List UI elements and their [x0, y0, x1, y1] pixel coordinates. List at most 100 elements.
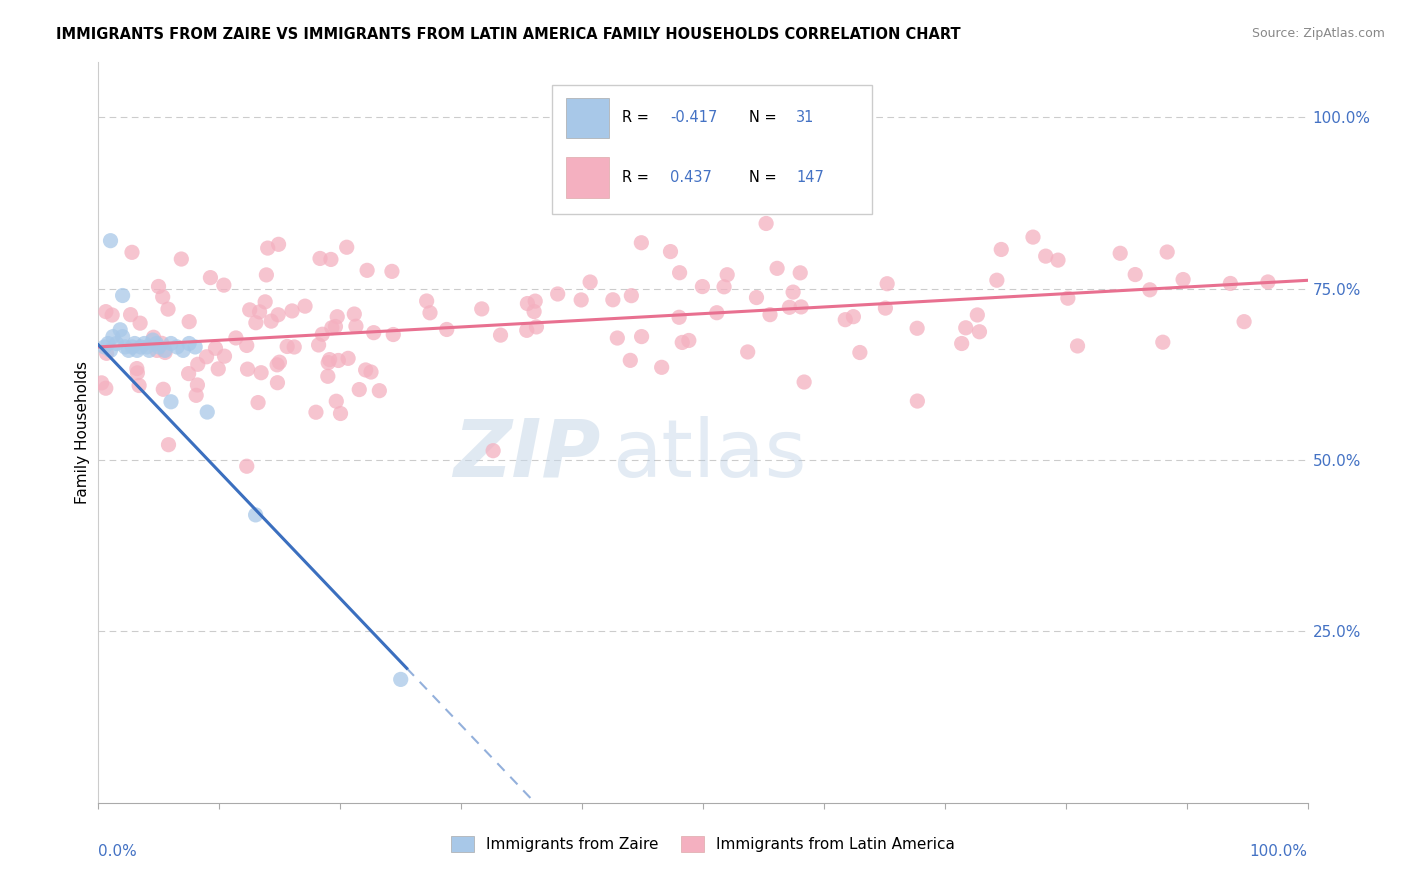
Point — [153, 345, 176, 359]
Point — [111, 288, 134, 302]
Point — [692, 279, 714, 293]
Point — [318, 352, 340, 367]
Point — [344, 319, 367, 334]
Point — [114, 340, 136, 354]
Point — [266, 376, 288, 390]
Point — [101, 308, 124, 322]
Point — [523, 304, 546, 318]
Point — [105, 336, 128, 351]
Point — [482, 443, 505, 458]
Point — [325, 319, 347, 334]
Point — [356, 263, 378, 277]
Point — [766, 261, 789, 276]
Point — [120, 308, 142, 322]
Point — [281, 304, 304, 318]
Point — [266, 358, 288, 372]
Point — [179, 336, 201, 351]
Point — [569, 293, 592, 307]
Point — [337, 351, 360, 366]
Point — [630, 235, 652, 250]
Point — [389, 673, 412, 687]
Point — [778, 300, 800, 314]
Point — [152, 290, 174, 304]
Text: 100.0%: 100.0% — [1250, 844, 1308, 858]
Point — [195, 405, 218, 419]
Point — [200, 270, 222, 285]
Bar — [567, 157, 609, 197]
Point — [789, 266, 811, 280]
Point — [186, 378, 208, 392]
Point — [97, 336, 120, 351]
Point — [368, 384, 391, 398]
Point — [267, 308, 290, 322]
Point — [150, 336, 173, 351]
Point — [142, 330, 165, 344]
Point — [1109, 246, 1132, 260]
Point — [236, 362, 259, 376]
Point — [343, 307, 366, 321]
Point — [101, 329, 124, 343]
Point — [108, 323, 131, 337]
Point — [129, 316, 152, 330]
Point — [382, 327, 405, 342]
Point — [321, 320, 343, 334]
Point — [184, 340, 207, 354]
Point — [316, 356, 339, 370]
Point — [153, 343, 176, 358]
Point — [668, 266, 690, 280]
Point — [876, 277, 898, 291]
Point — [620, 288, 643, 302]
Point — [1171, 272, 1194, 286]
Point — [135, 340, 157, 354]
Point — [204, 341, 226, 355]
Point — [737, 345, 759, 359]
Point — [349, 383, 371, 397]
Point — [759, 308, 782, 322]
Point — [148, 340, 170, 354]
Point — [146, 343, 169, 358]
Point — [489, 328, 512, 343]
Point — [160, 336, 183, 351]
Point — [125, 361, 148, 376]
Point — [1139, 283, 1161, 297]
Point — [1257, 275, 1279, 289]
Point — [360, 365, 382, 379]
Point — [166, 340, 188, 354]
Point — [214, 349, 236, 363]
Text: -0.417: -0.417 — [671, 111, 717, 126]
Point — [547, 287, 569, 301]
Text: 0.0%: 0.0% — [98, 844, 138, 858]
Point — [328, 353, 350, 368]
Point — [969, 325, 991, 339]
Text: Source: ZipAtlas.com: Source: ZipAtlas.com — [1251, 27, 1385, 40]
Point — [602, 293, 624, 307]
Point — [986, 273, 1008, 287]
Point — [668, 310, 690, 325]
Point — [1046, 253, 1069, 268]
Text: IMMIGRANTS FROM ZAIRE VS IMMIGRANTS FROM LATIN AMERICA FAMILY HOUSEHOLDS CORRELA: IMMIGRANTS FROM ZAIRE VS IMMIGRANTS FROM… — [56, 27, 960, 42]
Point — [606, 331, 628, 345]
Point — [172, 343, 194, 358]
Point — [905, 394, 928, 409]
Point — [316, 369, 339, 384]
Point — [256, 241, 278, 255]
Text: 147: 147 — [796, 169, 824, 185]
Point — [955, 321, 977, 335]
Point — [1156, 245, 1178, 260]
Point — [319, 252, 342, 267]
Point — [706, 306, 728, 320]
Point — [990, 243, 1012, 257]
Point — [311, 327, 333, 342]
Point — [129, 340, 152, 354]
Text: 0.437: 0.437 — [671, 169, 713, 185]
Point — [127, 343, 149, 358]
Point — [755, 217, 778, 231]
Point — [308, 338, 330, 352]
Point — [127, 366, 149, 380]
Point — [309, 252, 332, 266]
Point — [111, 329, 134, 343]
Point — [745, 291, 768, 305]
Point — [1123, 268, 1146, 282]
Point — [905, 321, 928, 335]
Text: R =: R = — [621, 169, 654, 185]
